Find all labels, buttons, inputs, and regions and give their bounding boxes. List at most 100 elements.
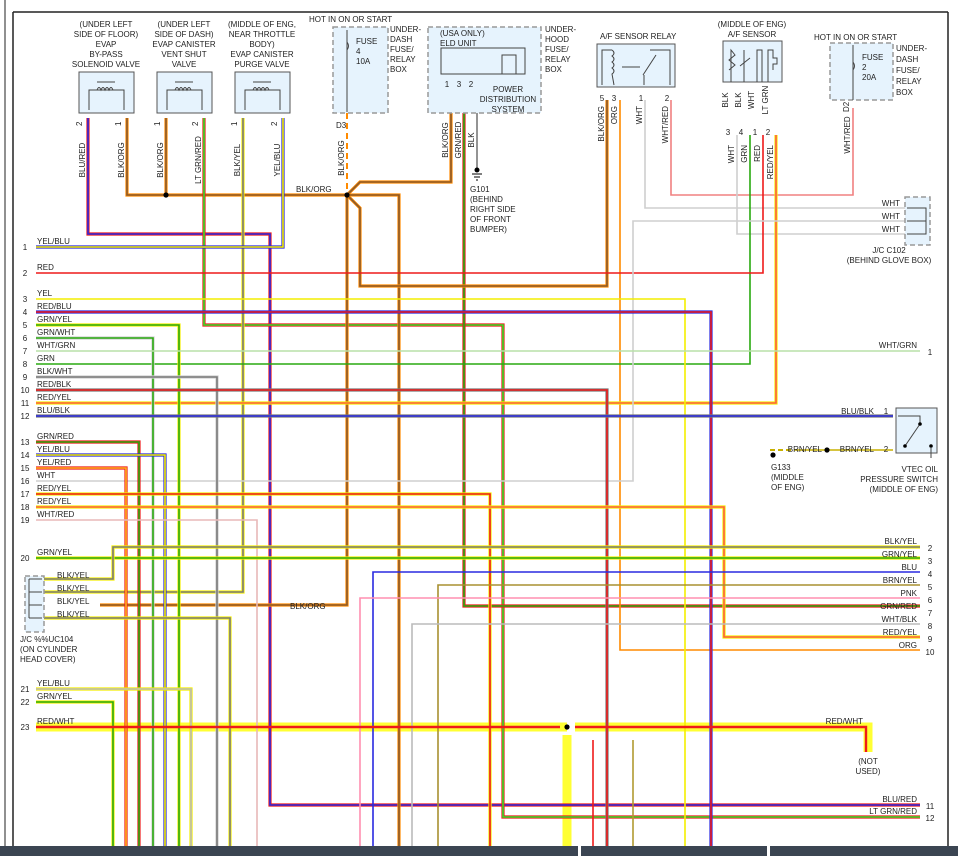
fuse2-hot-label: HOT IN ON OR START (814, 33, 897, 42)
eld-box-label: HOOD (545, 35, 569, 44)
af-sensor-pin-number: 1 (753, 128, 758, 137)
af-sensor-pin-number: 3 (726, 128, 731, 137)
coil-winding-icon (252, 87, 270, 92)
purge-title: PURGE VALVE (234, 60, 289, 69)
c102-wire-label: WHT (882, 212, 900, 221)
right-connector-pin-4: 4 (928, 570, 933, 579)
coil-winding-icon (96, 87, 114, 92)
coil-icon (244, 89, 281, 110)
af-sensor-element-icon (728, 48, 778, 82)
purge-component (234, 71, 291, 114)
af-sensor-wire-label: RED (753, 145, 762, 162)
purge-pin-number: 1 (230, 121, 239, 126)
eld-system-label: DISTRIBUTION (480, 95, 537, 104)
wire-grn-wht-6 (36, 337, 154, 856)
right-connector-pin-9: 9 (928, 635, 933, 644)
bypass-title: BY-PASS (89, 50, 122, 59)
eld-internal-icon (501, 54, 517, 74)
relay-wire-label: ORG (610, 106, 619, 124)
right-connector-wire-label: BLU/RED (882, 795, 917, 804)
bypass-wire-label: BLK/ORG (117, 142, 126, 178)
wire-blu-red (87, 118, 920, 806)
wire-yel-blu-1 (36, 118, 284, 248)
wire-blk-yel-2 (44, 546, 920, 580)
fuse2-box-label: UNDER- (896, 44, 927, 53)
left-connector-wire-label: RED/BLK (37, 380, 72, 389)
fuse2-box (829, 42, 894, 101)
wire-wht-red-19 (36, 519, 258, 856)
left-connector-pin-23: 23 (21, 723, 30, 732)
vtec-label: PRESSURE SWITCH (860, 475, 938, 484)
right-connector-wire-label: GRN/RED (880, 602, 917, 611)
fuse2-label: 2 (862, 63, 867, 72)
af-sensor (722, 40, 783, 83)
left-connector-wire-label: GRN/RED (37, 432, 74, 441)
af-sensor-pin-number: 4 (739, 128, 744, 137)
fuse4-box-label: UNDER- (390, 25, 421, 34)
splice-dot (770, 452, 776, 458)
wire-brn-yel-5 (437, 584, 920, 856)
bypass-title: SIDE OF FLOOR) (74, 30, 139, 39)
af-sensor-wire-label: GRN (740, 145, 749, 163)
af-sensor-top-wire-label: BLK (734, 92, 743, 108)
purge-title: BODY) (249, 40, 275, 49)
fuse4-hot-label: HOT IN ON OR START (309, 15, 392, 24)
left-connector-wire-label: BLK/WHT (37, 367, 73, 376)
left-connector-pin-1: 1 (23, 243, 28, 252)
bypass-pin-number: 2 (75, 121, 84, 126)
g101-label: OF FRONT (470, 215, 511, 224)
wire-grn-red-eld-stripe (462, 85, 920, 608)
vent-title: (UNDER LEFT (158, 20, 211, 29)
left-connector-wire-label: WHT/RED (37, 510, 75, 519)
c104-label: J/C %%UC104 (20, 635, 74, 644)
fuse2-box-label: BOX (896, 88, 914, 97)
af-sensor-top-wire-label: LT GRN (761, 85, 770, 114)
left-connector-pin-12: 12 (21, 412, 30, 421)
relay-title: A/F SENSOR RELAY (600, 32, 677, 41)
left-connector-wire-label: YEL/BLU (37, 445, 70, 454)
left-connector-wire-label: RED/YEL (37, 484, 72, 493)
fuse2-label: 20A (862, 73, 877, 82)
vent-title: VALVE (172, 60, 197, 69)
fuse4-pin-d3: D3 (336, 121, 347, 130)
eld-title: (USA ONLY) (440, 29, 485, 38)
fuse4-box (332, 26, 389, 114)
wire-blk-yel-2-stripe (44, 545, 920, 581)
left-connector-pin-15: 15 (21, 464, 30, 473)
vtec-wire-label: BLU/BLK (841, 407, 875, 416)
wire-grn-yel-5 (36, 324, 180, 856)
purge-wire-label: YEL/BLU (273, 143, 282, 176)
scrollbar-segment-1[interactable] (0, 846, 578, 856)
eld-box-label: BOX (545, 65, 563, 74)
purge-title: EVAP CANISTER (230, 50, 294, 59)
eld-pin-number: 3 (457, 80, 462, 89)
vent-title: SIDE OF DASH) (154, 30, 213, 39)
relay-wire-label: WHT/RED (661, 106, 670, 144)
wire-blk-yel-c104-4 (44, 617, 231, 856)
g101-label: (BEHIND (470, 195, 503, 204)
ground-icon (474, 167, 480, 173)
c104-wire-label: BLK/YEL (57, 571, 90, 580)
af-sensor-title: A/F SENSOR (728, 30, 777, 39)
scrollbar-segment-3[interactable] (770, 846, 958, 856)
scrollbar-segment-2[interactable] (581, 846, 767, 856)
right-connector-wire-label: WHT/GRN (879, 341, 917, 350)
wire-grn-8 (36, 135, 751, 365)
eld-box-label: FUSE/ (545, 45, 569, 54)
left-connector-pin-20: 20 (21, 554, 30, 563)
g101-label: RIGHT SIDE (470, 205, 516, 214)
wire-pnk-6 (359, 597, 920, 856)
left-connector-wire-label: YEL/BLU (37, 679, 70, 688)
left-connector-pin-18: 18 (21, 503, 30, 512)
af-sensor-wire-label: RED/YEL (766, 144, 775, 179)
right-connector-wire-label: GRN/YEL (882, 550, 918, 559)
right-connector-pin-5: 5 (928, 583, 933, 592)
vent-title: EVAP CANISTER (152, 40, 216, 49)
relay-pin-number: 3 (612, 94, 617, 103)
wire-red-wht-highlight-right (575, 722, 873, 752)
eld-box-label: UNDER- (545, 25, 576, 34)
relay-pin-number: 2 (665, 94, 670, 103)
wire-wht-sensor (736, 135, 905, 235)
right-connector-pin-2: 2 (928, 544, 933, 553)
vent-pin-number: 1 (153, 121, 162, 126)
